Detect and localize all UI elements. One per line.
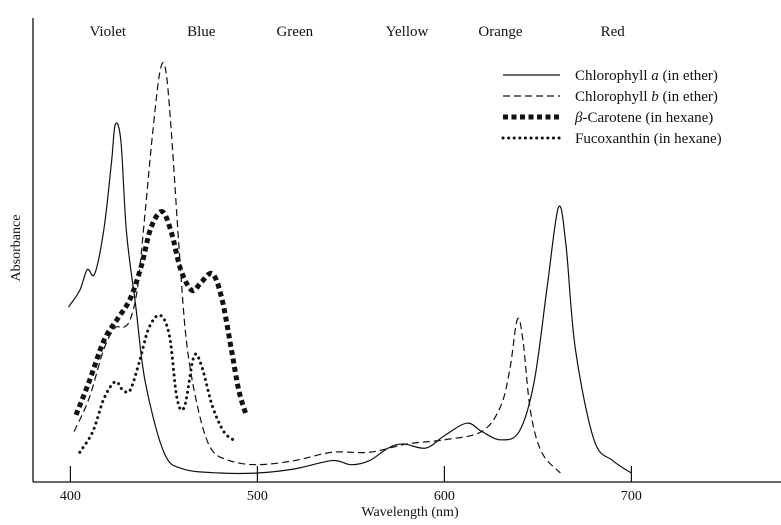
color-band-label: Blue (187, 24, 216, 40)
x-tick-label: 700 (621, 489, 642, 504)
legend-label: Chlorophyll a (in ether) (575, 68, 718, 84)
x-tick-label: 400 (60, 489, 81, 504)
color-band-label: Yellow (386, 24, 429, 40)
legend-label: Chlorophyll b (in ether) (575, 89, 718, 105)
legend: Chlorophyll a (in ether) Chlorophyll b (i… (501, 68, 722, 147)
color-band-label: Red (601, 24, 626, 40)
series-line-chlorophyll-a-in-ether (68, 122, 632, 475)
y-axis-title: Absorbance (9, 215, 24, 282)
x-tick-label: 500 (247, 489, 268, 504)
x-axis-title: Wavelength (nm) (361, 505, 459, 520)
color-band-label: Green (276, 24, 313, 40)
series-curves (68, 62, 632, 475)
legend-label: β-Carotene (in hexane) (574, 110, 713, 126)
axes: 400 500 600 700 (32, 18, 781, 504)
legend-label: Fucoxanthin (in hexane) (575, 131, 722, 147)
color-band-label: Violet (90, 24, 127, 40)
series-line-chlorophyll-b-in-ether (73, 62, 561, 474)
series-line-carotene-in-hexane (73, 209, 249, 416)
color-band-label: Orange (478, 24, 522, 40)
color-band-labels: Violet Blue Green Yellow Orange Red (90, 24, 626, 40)
x-tick-label: 600 (434, 489, 455, 504)
series-line-fucoxanthin-in-hexane (78, 313, 235, 454)
